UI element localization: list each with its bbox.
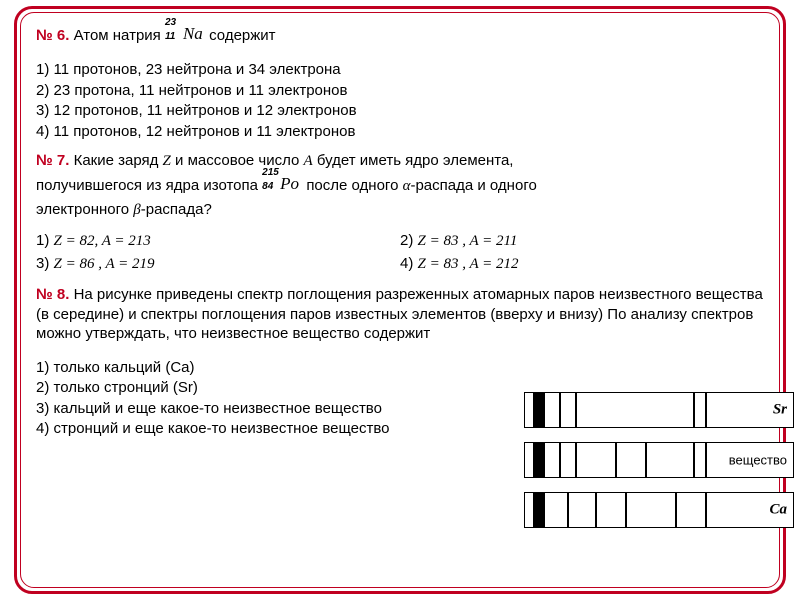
q7-ans4: 4) Z = 83 , A = 212 xyxy=(400,254,764,275)
q7-a3p: 3) xyxy=(36,255,54,272)
spectral-line xyxy=(575,443,577,477)
po-z: 84 xyxy=(262,182,273,192)
q7-a4v: Z = 83 , A = 212 xyxy=(418,256,519,272)
na-symbol: Na xyxy=(183,25,203,42)
po-mass: 215 xyxy=(262,168,279,178)
spectral-line xyxy=(615,443,617,477)
spectral-line xyxy=(675,493,677,527)
question-7: № 7. Какие заряд Z и массовое число A бу… xyxy=(36,151,764,275)
spectral-line xyxy=(693,443,695,477)
q7-Z: Z xyxy=(163,153,171,169)
q6-options: 1) 11 протонов, 23 нейтрона и 34 электро… xyxy=(36,60,764,141)
spectral-line xyxy=(645,443,647,477)
spectrum-2: Ca xyxy=(524,492,794,528)
q8-number: № 8. xyxy=(36,286,69,303)
nuclide-po: 215 84 Po xyxy=(262,172,302,200)
q7-a1p: 1) xyxy=(36,232,54,249)
spectral-line xyxy=(533,393,545,427)
beta-symbol: β xyxy=(133,202,140,218)
q7-l3a: электронного xyxy=(36,201,133,218)
q7-answers: 1) Z = 82, A = 213 2) Z = 83 , A = 211 3… xyxy=(36,230,764,275)
spectral-line xyxy=(693,393,695,427)
q7-l2b: после одного xyxy=(306,176,402,193)
q6-number: № 6. xyxy=(36,27,69,44)
na-mass: 23 xyxy=(165,18,176,28)
spectrum-label: Ca xyxy=(769,502,787,519)
spectral-line xyxy=(705,443,707,477)
q8-opt1: 1) только кальций (Ca) xyxy=(36,358,764,378)
spectral-line xyxy=(533,493,545,527)
spectral-line xyxy=(625,493,627,527)
q7-ans2: 2) Z = 83 , A = 211 xyxy=(400,231,764,252)
q6-opt1: 1) 11 протонов, 23 нейтрона и 34 электро… xyxy=(36,60,764,80)
spectral-line xyxy=(705,393,707,427)
q7-l1c: будет иметь ядро элемента, xyxy=(313,152,514,169)
spectral-line xyxy=(567,493,569,527)
q6-opt3: 3) 12 протонов, 11 нейтронов и 12 электр… xyxy=(36,101,764,121)
spectrum-0: Sr xyxy=(524,392,794,428)
q7-a4p: 4) xyxy=(400,255,418,272)
q6-opt2: 2) 23 протона, 11 нейтронов и 11 электро… xyxy=(36,81,764,101)
q7-l1a: Какие заряд xyxy=(74,152,163,169)
spectrum-label: Sr xyxy=(773,402,787,419)
po-symbol: Po xyxy=(280,175,299,192)
q7-l2c: -распада и одного xyxy=(410,176,536,193)
q7-number: № 7. xyxy=(36,152,69,169)
q7-a2p: 2) xyxy=(400,232,418,249)
q6-post: содержит xyxy=(209,27,275,44)
q7-a2v: Z = 83 , A = 211 xyxy=(418,233,518,249)
q7-ans3: 3) Z = 86 , A = 219 xyxy=(36,254,400,275)
spectral-line xyxy=(559,393,561,427)
spectra-diagram: Sr вещество Ca xyxy=(524,392,794,542)
spectrum-1: вещество xyxy=(524,442,794,478)
q7-a1v: Z = 82, A = 213 xyxy=(54,233,151,249)
q7-l2a: получившегося из ядра изотопа xyxy=(36,176,262,193)
content: № 6. Атом натрия 23 11 Na содержит 1) 11… xyxy=(36,22,764,449)
q6-opt4: 4) 11 протонов, 12 нейтронов и 11 электр… xyxy=(36,122,764,142)
q6-pre: Атом натрия xyxy=(74,27,161,44)
spectral-line xyxy=(559,443,561,477)
question-6: № 6. Атом натрия 23 11 Na содержит 1) 11… xyxy=(36,22,764,141)
spectrum-label: вещество xyxy=(729,453,787,468)
nuclide-na: 23 11 Na xyxy=(165,22,205,50)
q7-A: A xyxy=(304,153,313,169)
spectral-line xyxy=(575,393,577,427)
q7-l3b: -распада? xyxy=(141,201,212,218)
spectral-line xyxy=(705,493,707,527)
spectral-line xyxy=(595,493,597,527)
spectral-line xyxy=(533,443,545,477)
q7-ans1: 1) Z = 82, A = 213 xyxy=(36,231,400,252)
q8-text: На рисунке приведены спектр поглощения р… xyxy=(36,286,763,342)
na-z: 11 xyxy=(165,32,175,42)
q7-a3v: Z = 86 , A = 219 xyxy=(54,256,155,272)
q7-l1b: и массовое число xyxy=(171,152,304,169)
